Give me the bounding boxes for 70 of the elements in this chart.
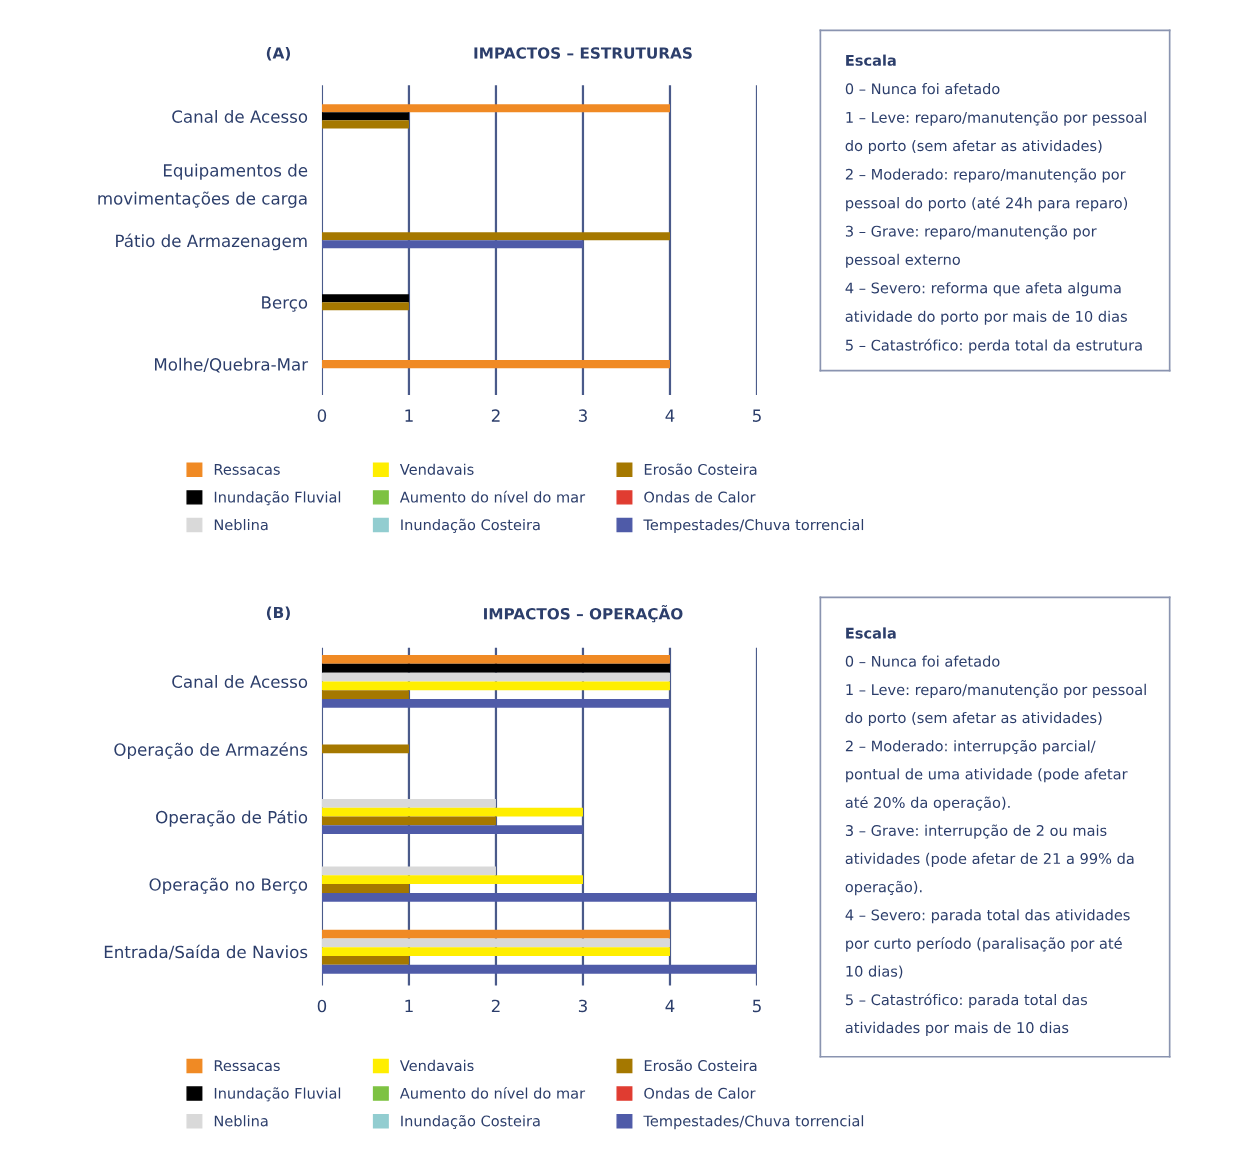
chart-subtitle: (B): [266, 606, 290, 621]
text: 4 – Severo: parada total das atividades: [845, 909, 1130, 924]
chart-title: IMPACTOS – ESTRUTURAS: [474, 47, 692, 59]
legend-label: Vendavais: [399, 463, 474, 475]
legend-label: Inundação Fluvial: [214, 491, 341, 506]
text: 2 – Moderado: interrupção parcial/: [845, 739, 1096, 755]
text: 4 – Severo: reforma que afeta alguma: [845, 282, 1121, 297]
x-tick-label: 0: [317, 999, 327, 1013]
legend-label: Ressacas: [214, 464, 280, 475]
text: operação).: [845, 880, 922, 896]
y-tick-label: Pátio de Armazenagem: [116, 233, 307, 251]
x-tick-label: 4: [665, 409, 675, 422]
legend-label: Aumento do nível do mar: [399, 490, 586, 503]
text: 5 – Catastrófico: perda total da estrutura: [845, 338, 1142, 354]
text: do porto (sem afetar as atividades): [845, 139, 1102, 155]
text: pessoal do porto (até 24h para reparo): [846, 196, 1128, 212]
text: 1 – Leve: reparo/manutenção por pessoal: [846, 683, 1146, 698]
x-tick-label: 3: [578, 409, 587, 422]
legend-label: Inundação Costeira: [401, 1114, 540, 1130]
x-tick-label: 1: [405, 409, 413, 422]
text: até 20% da operação).: [845, 796, 1010, 811]
x-tick-label: 1: [405, 999, 413, 1013]
text: 10 dias): [846, 965, 903, 979]
text: 3 – Grave: interrupção de 2 ou mais: [845, 824, 1107, 839]
legend-label: Ressacas: [214, 1060, 280, 1072]
text: atividades por mais de 10 dias: [845, 1021, 1069, 1036]
y-tick-label: Operação de Armazéns: [114, 742, 308, 760]
text: atividades (pode afetar de 21 a 99% da: [845, 852, 1134, 867]
y-tick-label: Molhe/Quebra-Mar: [155, 357, 309, 373]
text: pessoal externo: [846, 253, 960, 268]
legend-label: Tempestades/Chuva torrencial: [643, 518, 864, 534]
x-tick-label: 4: [665, 999, 675, 1013]
x-tick-label: 2: [491, 409, 500, 422]
text: Escala: [846, 54, 896, 66]
legend-label: Vendavais: [399, 1059, 474, 1072]
y-tick-label: Canal de Acesso: [172, 109, 308, 123]
legend-label: Tempestades/Chuva torrencial: [643, 1115, 864, 1130]
text: Escala: [846, 627, 896, 639]
text: 0 – Nunca foi afetado: [845, 655, 1000, 667]
x-tick-label: 2: [491, 999, 500, 1013]
legend-label: Erosão Costeira: [644, 463, 757, 475]
legend-label: Neblina: [214, 1115, 268, 1127]
text: pontual de uma atividade (pode afetar: [846, 768, 1128, 783]
chart-title: IMPACTOS – OPERAÇÃO: [484, 605, 683, 623]
legend-label: Ondas de Calor: [644, 1087, 756, 1099]
text: atividade do porto por mais de 10 dias: [845, 310, 1127, 325]
y-tick-label: Operação de Pátio: [156, 809, 308, 827]
x-tick-label: 3: [578, 999, 587, 1013]
y-tick-label: Canal de Acesso: [172, 675, 308, 688]
legend-label: Erosão Costeira: [644, 1059, 757, 1072]
text: 0 – Nunca foi afetado: [845, 83, 1000, 95]
y-tick-label: Operação no Berço: [149, 877, 308, 895]
legend-label: Neblina: [214, 518, 268, 531]
x-tick-label: 0: [317, 409, 327, 422]
text: por curto período (paralisação por até: [846, 937, 1122, 952]
text: 1 – Leve: reparo/manutenção por pessoal: [846, 111, 1146, 126]
x-tick-label: 5: [752, 999, 761, 1013]
text: 5 – Catastrófico: parada total das: [845, 993, 1088, 1009]
y-tick-label: Berço: [262, 296, 308, 312]
x-tick-label: 5: [752, 409, 761, 422]
text: do porto (sem afetar as atividades): [845, 711, 1102, 727]
legend-label: Inundação Costeira: [401, 518, 540, 533]
legend-label: Ondas de Calor: [644, 491, 756, 503]
legend-label: Aumento do nível do mar: [399, 1086, 586, 1099]
y-tick-label: Entrada/Saída de Navios: [104, 944, 308, 960]
legend-label: Inundação Fluvial: [214, 1087, 341, 1102]
y-tick-label: Equipamentos de movimentações de carga: [98, 163, 308, 208]
text: 3 – Grave: reparo/manutenção por: [845, 225, 1097, 240]
chart-subtitle: (A): [266, 46, 291, 61]
text: 2 – Moderado: reparo/manutenção por: [845, 168, 1126, 183]
